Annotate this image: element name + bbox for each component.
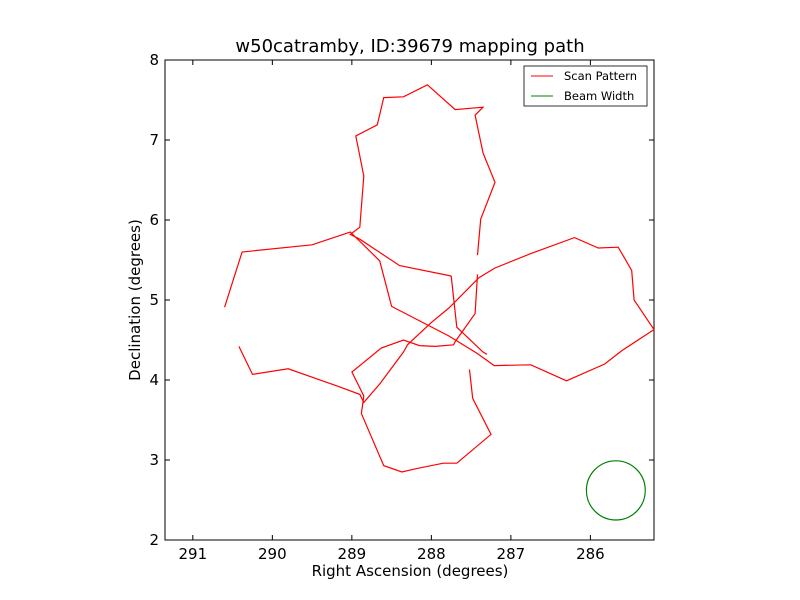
series-layer [224, 84, 655, 521]
chart-title: w50catramby, ID:39679 mapping path [235, 36, 584, 57]
scan-pattern-path-0 [224, 231, 655, 404]
scan-pattern-path-4 [450, 275, 488, 355]
plot-area [164, 59, 655, 541]
legend-box [523, 65, 648, 107]
legend-label-beam-width: Beam Width [564, 89, 634, 103]
y-tick-label: 4 [149, 371, 159, 389]
y-axis-title: Declination (degrees) [126, 219, 144, 381]
x-axis-title: Right Ascension (degrees) [312, 562, 509, 580]
y-tick-label: 8 [149, 51, 159, 69]
x-tick-label: 291 [179, 545, 208, 563]
x-tick-label: 289 [338, 545, 367, 563]
scan-pattern-path-2 [351, 274, 492, 473]
scan-pattern-path-3 [349, 84, 496, 277]
legend-label-scan-pattern: Scan Pattern [564, 69, 637, 83]
x-tick-label: 286 [576, 545, 605, 563]
beam-width-circle [585, 460, 646, 521]
y-tick-label: 5 [149, 291, 159, 309]
y-tick-label: 2 [149, 531, 159, 549]
axis-ticks: 291 290 289 288 287 286 2 3 4 5 6 7 8 [149, 51, 654, 563]
legend: Scan Pattern Beam Width [523, 65, 648, 107]
y-tick-label: 3 [149, 451, 159, 469]
x-tick-label: 288 [417, 545, 446, 563]
x-tick-label: 290 [258, 545, 287, 563]
x-tick-label: 287 [497, 545, 526, 563]
y-tick-label: 6 [149, 211, 159, 229]
y-tick-label: 7 [149, 131, 159, 149]
